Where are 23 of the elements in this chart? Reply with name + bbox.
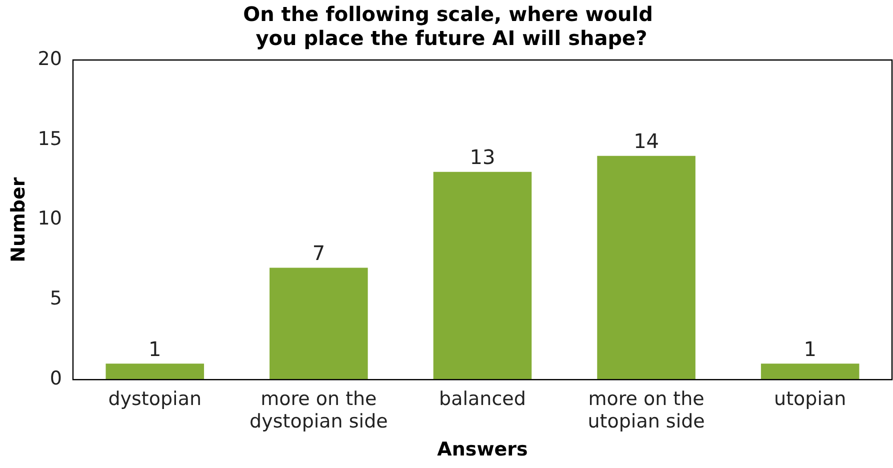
data-label: 13 bbox=[470, 145, 496, 170]
x-tick-label: more on the utopian side bbox=[588, 388, 705, 433]
x-tick-label: dystopian bbox=[108, 388, 202, 410]
bar bbox=[106, 364, 204, 380]
y-tick-label: 10 bbox=[38, 208, 62, 230]
bar bbox=[270, 268, 368, 380]
y-tick-label: 20 bbox=[38, 48, 62, 70]
bar bbox=[597, 156, 696, 380]
data-label: 1 bbox=[148, 336, 162, 361]
x-axis-title: Answers bbox=[437, 438, 528, 461]
data-label: 14 bbox=[634, 129, 660, 154]
bar bbox=[433, 172, 532, 380]
bar bbox=[760, 364, 860, 380]
data-label: 1 bbox=[804, 336, 816, 361]
x-tick-label: balanced bbox=[439, 388, 526, 410]
y-tick-label: 5 bbox=[50, 288, 62, 310]
data-label: 7 bbox=[312, 240, 326, 265]
x-tick-label: more on the dystopian side bbox=[250, 388, 388, 433]
chart-title: On the following scale, where would you place the future AI will shape? bbox=[243, 2, 653, 50]
y-axis-title: Number bbox=[7, 176, 30, 262]
y-tick-label: 15 bbox=[38, 128, 62, 150]
y-tick-label: 0 bbox=[50, 368, 62, 390]
x-tick-label: utopian bbox=[774, 388, 846, 410]
